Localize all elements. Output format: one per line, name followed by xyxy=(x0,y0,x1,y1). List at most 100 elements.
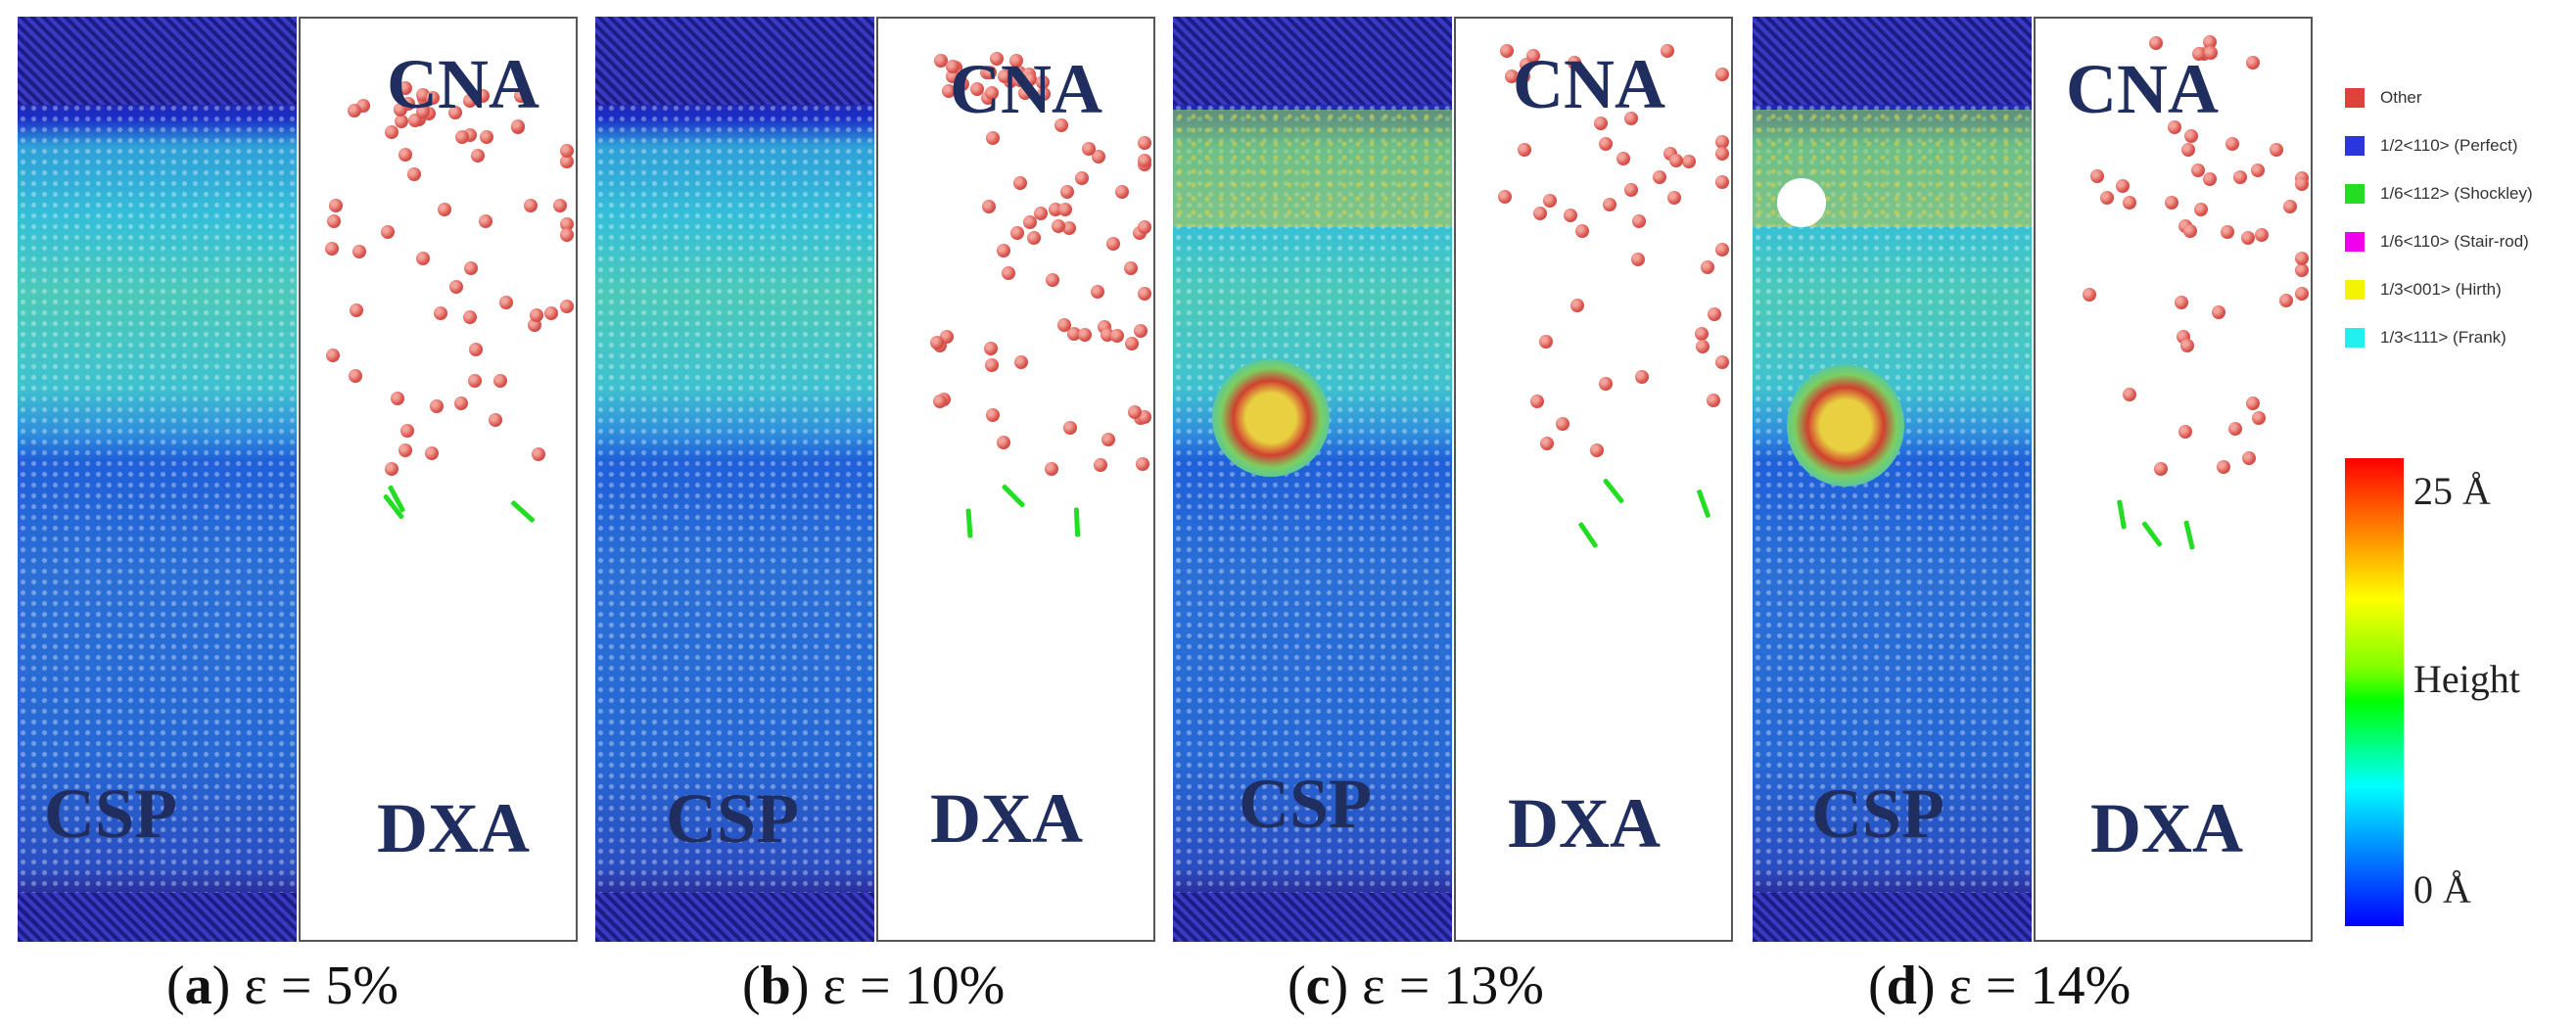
label-csp-d: CSP xyxy=(1811,774,1945,853)
atom xyxy=(1707,307,1721,322)
atom xyxy=(449,280,463,295)
atom xyxy=(398,147,413,162)
atom xyxy=(1603,198,1617,212)
shockley-segment xyxy=(1577,521,1599,549)
atom xyxy=(1022,214,1037,229)
atom xyxy=(398,81,413,96)
atom xyxy=(1715,354,1729,369)
label-dxa-c: DXA xyxy=(1508,784,1661,863)
atom xyxy=(462,93,477,108)
atom xyxy=(2295,252,2309,266)
atom xyxy=(348,369,362,384)
atom xyxy=(416,251,431,265)
atom xyxy=(2212,304,2226,319)
atom xyxy=(982,199,997,213)
caption-d: (d) ε = 14% xyxy=(1868,956,2131,1016)
atom xyxy=(2217,460,2231,475)
shockley-segment xyxy=(1001,483,1026,508)
atom xyxy=(2100,190,2115,205)
atom xyxy=(1057,318,1072,333)
atom xyxy=(1653,169,1667,184)
atom xyxy=(970,81,985,96)
atom xyxy=(1516,69,1530,83)
atom xyxy=(1623,111,1638,125)
atom xyxy=(2183,223,2198,238)
atom xyxy=(434,305,448,320)
caption-letter: a xyxy=(184,956,212,1016)
atom xyxy=(2225,137,2239,152)
atom xyxy=(455,130,470,145)
shockley-segment xyxy=(1603,477,1625,504)
atom xyxy=(2220,224,2234,239)
atom xyxy=(1134,324,1148,339)
atom xyxy=(1008,53,1023,68)
legend-label: 1/6<110> (Stair-rod) xyxy=(2380,232,2529,251)
atom xyxy=(559,299,574,313)
atom xyxy=(2180,142,2195,157)
atom xyxy=(415,88,430,103)
atom xyxy=(997,244,1011,258)
atom xyxy=(1009,225,1024,240)
atom xyxy=(2295,262,2309,277)
atom xyxy=(986,407,1001,422)
colorbar-mid-label: Height xyxy=(2413,657,2520,701)
atom xyxy=(2279,294,2294,308)
atom xyxy=(2178,424,2192,439)
atom xyxy=(1623,182,1638,197)
atom xyxy=(2148,35,2163,50)
atom xyxy=(1082,141,1097,156)
atom xyxy=(2082,288,2096,303)
atom xyxy=(464,260,479,275)
atom xyxy=(1138,135,1151,150)
atom xyxy=(326,349,341,363)
shockley-segment xyxy=(965,508,973,538)
atom xyxy=(1138,219,1151,234)
atom xyxy=(425,445,439,460)
bottom-slab xyxy=(1173,893,1452,942)
bottom-slab xyxy=(18,893,297,942)
atom xyxy=(1026,230,1041,245)
csp-panel-b xyxy=(595,17,874,942)
atom xyxy=(489,413,503,428)
atom xyxy=(2246,56,2261,70)
atom xyxy=(475,88,490,103)
atom xyxy=(560,216,574,231)
atom xyxy=(1035,74,1050,89)
atom xyxy=(1590,443,1605,457)
atom xyxy=(1517,142,1531,157)
atom xyxy=(467,374,482,389)
atom xyxy=(990,52,1005,67)
atom xyxy=(1036,87,1051,102)
atom xyxy=(1539,334,1554,349)
legend-label: 1/6<112> (Shockley) xyxy=(2380,184,2533,203)
atom xyxy=(2251,163,2266,178)
atom xyxy=(1044,461,1058,476)
shockley-segment xyxy=(510,499,536,524)
colorbar-min-label: 0 Å xyxy=(2413,867,2471,911)
legend-label: Other xyxy=(2380,88,2422,107)
atom xyxy=(1563,208,1577,222)
atom xyxy=(448,105,463,119)
height-colorbar xyxy=(2345,458,2404,926)
atom xyxy=(560,143,574,158)
shockley-segment xyxy=(2182,520,2195,551)
atom xyxy=(395,114,409,128)
atom xyxy=(1668,154,1683,168)
atom xyxy=(1567,55,1581,70)
atom xyxy=(2203,35,2218,50)
caption-letter: c xyxy=(1305,956,1331,1016)
atom xyxy=(986,131,1001,146)
atom xyxy=(1109,328,1124,343)
legend-label: 1/2<110> (Perfect) xyxy=(2380,136,2518,155)
label-dxa-a: DXA xyxy=(377,789,530,867)
atom xyxy=(1124,261,1139,276)
legend-swatch xyxy=(2345,136,2365,156)
atom xyxy=(932,394,947,408)
dxa-panel-b xyxy=(876,17,1155,942)
atom xyxy=(1061,221,1076,235)
atom xyxy=(1101,432,1116,446)
atom xyxy=(1616,152,1631,166)
atom xyxy=(1059,185,1074,200)
atom xyxy=(1115,184,1130,199)
atom xyxy=(1539,436,1554,450)
